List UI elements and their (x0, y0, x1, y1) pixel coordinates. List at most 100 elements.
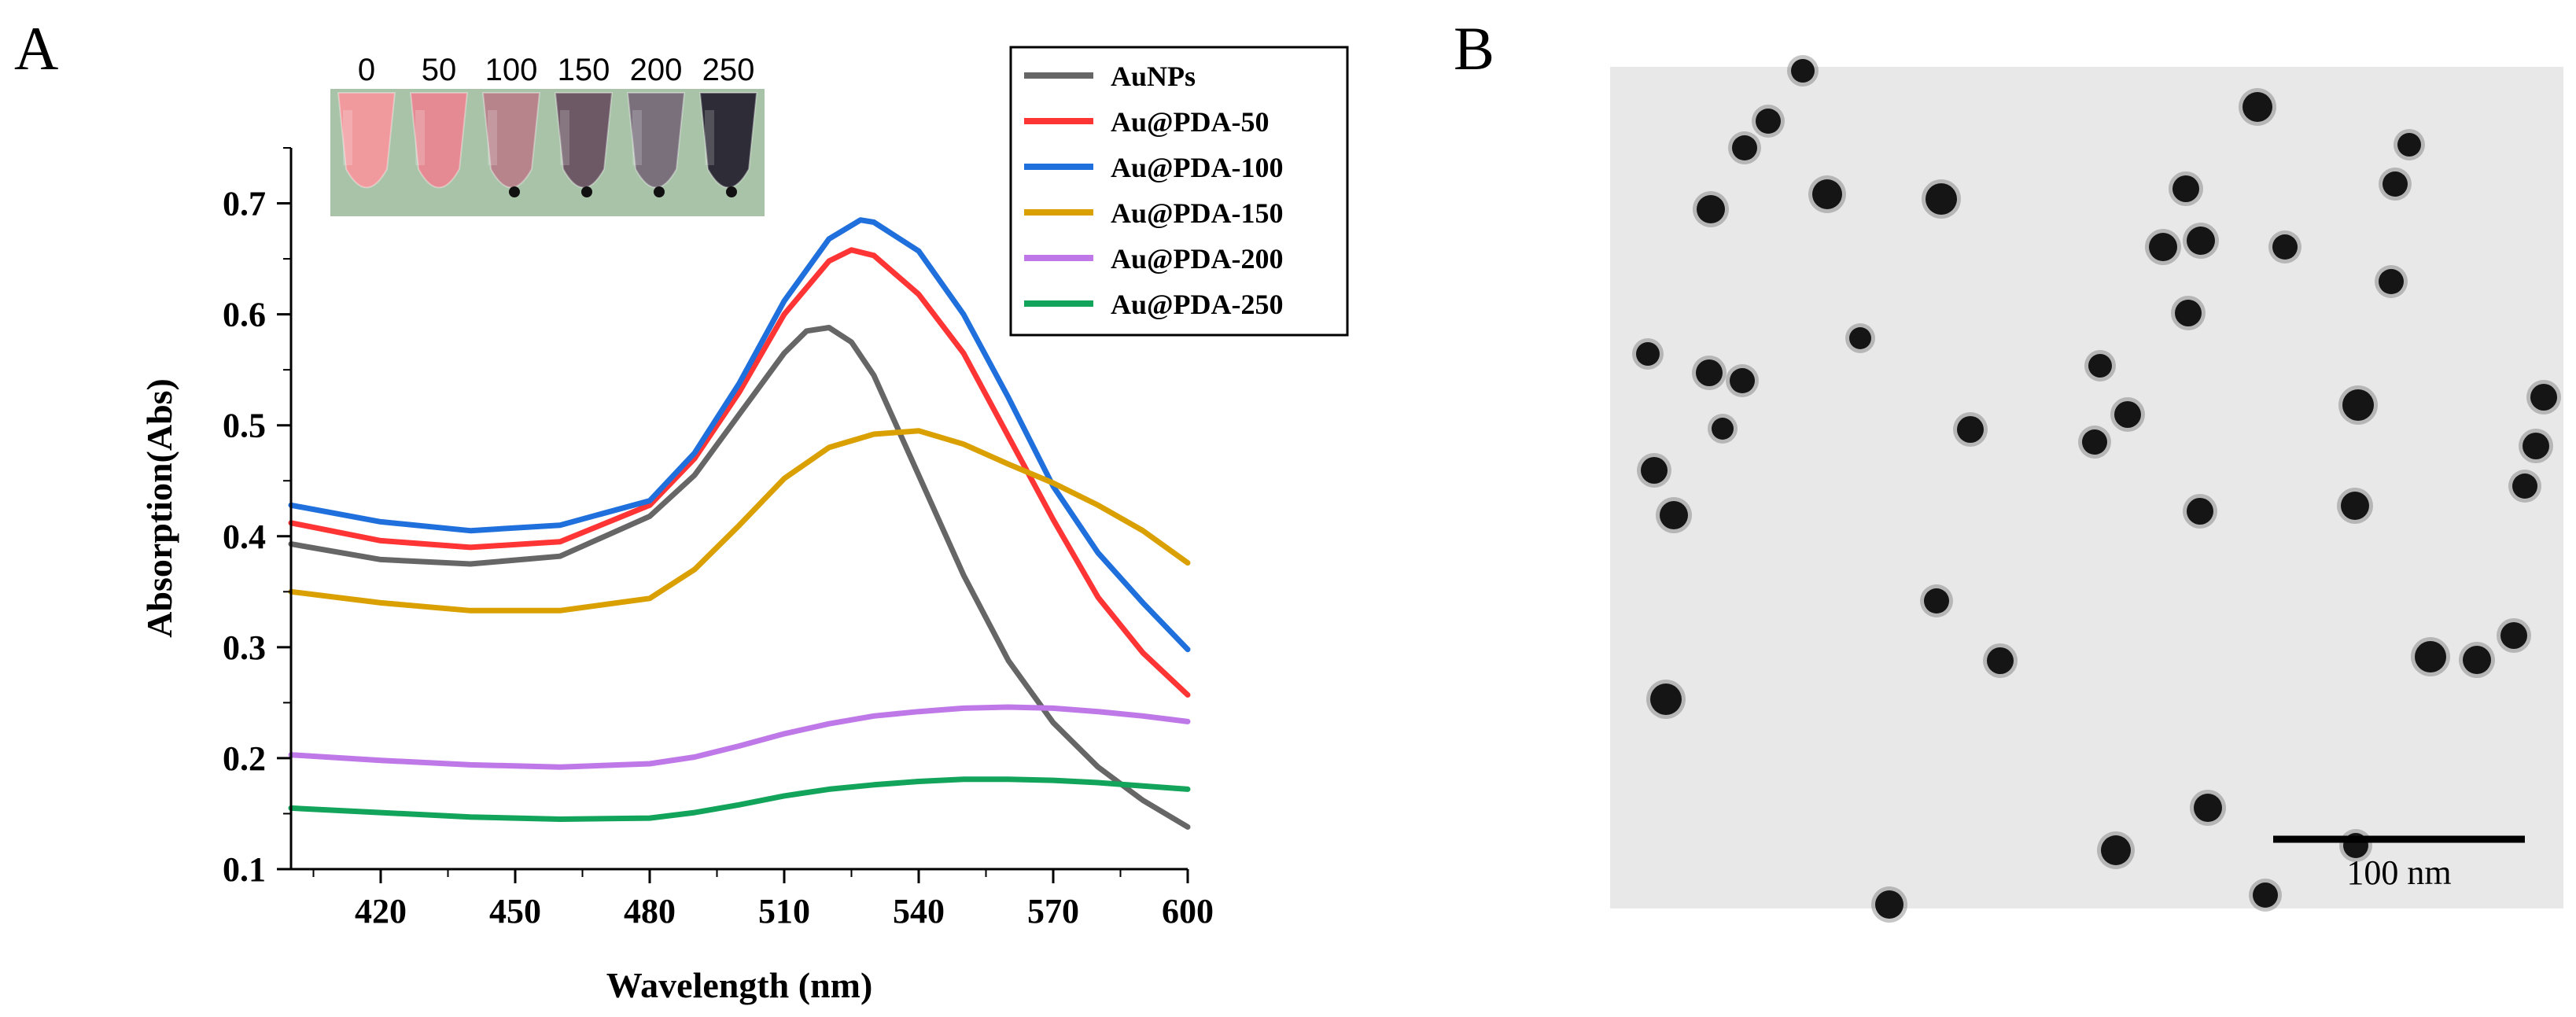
y-tick-label: 0.1 (223, 850, 266, 889)
y-tick-label: 0.3 (223, 628, 266, 667)
nanoparticle (1756, 109, 1781, 134)
nanoparticle (1712, 418, 1734, 440)
nanoparticle (1812, 179, 1842, 209)
inset-label: 100 (485, 53, 538, 87)
nanoparticle (2114, 401, 2141, 428)
tube-pellet (654, 186, 665, 197)
tem-background (1610, 67, 2563, 908)
tube-pellet (581, 186, 592, 197)
nanoparticle (2341, 492, 2369, 520)
nanoparticle (2253, 883, 2278, 908)
tube-150 (554, 92, 614, 197)
series-layer (288, 217, 1191, 830)
nanoparticle (2379, 269, 2404, 294)
tube-photo-inset: 0 50 100 150 200 250 (330, 53, 765, 216)
tem-particles (1632, 55, 2561, 923)
x-axis-ticks: 420 450 480 510 540 570 600 (312, 869, 1214, 930)
tube-250 (698, 92, 758, 197)
nanoparticle (2463, 646, 2491, 674)
series-line-au-pda-150 (288, 428, 1191, 614)
x-axis-title: Wavelength (nm) (606, 965, 873, 1005)
nanoparticle (1875, 890, 1903, 919)
tem-micrograph: 100 nm (1610, 55, 2563, 923)
legend-label: Au@PDA-200 (1111, 243, 1283, 275)
x-tick-label: 600 (1162, 892, 1214, 930)
nanoparticle (2194, 794, 2222, 822)
nanoparticle (2512, 473, 2537, 499)
nanoparticle (2272, 234, 2298, 260)
y-tick-label: 0.2 (223, 739, 266, 778)
x-tick-label: 510 (758, 892, 810, 930)
tube-body (409, 92, 469, 189)
tube-highlight (560, 110, 569, 165)
nanoparticle (2175, 300, 2202, 326)
nanoparticle (1924, 588, 1949, 614)
inset-label: 250 (702, 53, 755, 87)
nanoparticle (1636, 342, 1660, 366)
y-tick-label: 0.6 (223, 296, 266, 334)
inset-concentration-labels: 0 50 100 150 200 250 (358, 53, 755, 87)
nanoparticle (1957, 416, 1984, 443)
x-tick-label: 450 (489, 892, 541, 930)
nanoparticle (2149, 233, 2177, 261)
nanoparticle (1660, 501, 1688, 529)
legend-label: Au@PDA-150 (1111, 197, 1283, 229)
x-tick-label: 540 (893, 892, 945, 930)
nanoparticle (1730, 368, 1755, 393)
x-tick-label: 570 (1027, 892, 1079, 930)
nanoparticle (2383, 171, 2408, 197)
tube-0 (337, 92, 396, 189)
tube-highlight (705, 110, 714, 165)
nanoparticle (1791, 59, 1815, 83)
nanoparticle (1732, 135, 1757, 160)
y-tick-label: 0.5 (223, 407, 266, 445)
nanoparticle (1696, 359, 1723, 386)
nanoparticle (2523, 433, 2549, 459)
nanoparticle (2172, 175, 2199, 202)
tube-pellet (509, 186, 520, 197)
series-line-au-pda-100 (288, 217, 1191, 653)
nanoparticle (1697, 195, 1725, 223)
tube-body (337, 92, 396, 189)
inset-label: 50 (422, 53, 457, 87)
y-axis-ticks: 0.1 0.2 0.3 0.4 0.5 0.6 0.7 (223, 147, 291, 889)
series-line-au-pda-250 (288, 776, 1191, 822)
tube-highlight (632, 110, 642, 165)
y-axis-title: Absorption(Abs) (139, 378, 179, 638)
nanoparticle (2187, 498, 2213, 525)
legend-label: AuNPs (1111, 61, 1196, 92)
legend-label: Au@PDA-250 (1111, 289, 1283, 320)
legend-items: AuNPs Au@PDA-50 Au@PDA-100 Au@PDA-150 Au@PDA… (1024, 61, 1283, 320)
nanoparticle (2187, 227, 2215, 255)
inset-label: 150 (558, 53, 610, 87)
legend-label: Au@PDA-100 (1111, 152, 1283, 183)
legend-label: Au@PDA-50 (1111, 106, 1269, 138)
tube-highlight (488, 110, 497, 165)
nanoparticle (1849, 327, 1871, 349)
tube-100 (481, 92, 541, 197)
legend-box (1009, 46, 1349, 337)
nanoparticle (2415, 641, 2446, 672)
inset-label: 200 (630, 53, 683, 87)
series-line-au-pda-50 (288, 247, 1191, 698)
nanoparticle (1987, 647, 2014, 674)
nanoparticle (1641, 457, 1668, 484)
inset-background (330, 89, 765, 216)
nanoparticle (1650, 684, 1682, 715)
scale-bar-label: 100 nm (2346, 853, 2451, 892)
inset-label: 0 (358, 53, 375, 87)
x-tick-label: 420 (355, 892, 407, 930)
nanoparticle (2088, 354, 2112, 378)
nanoparticle (2082, 429, 2107, 455)
series-line-au-pda-200 (288, 704, 1191, 770)
panel-b-label: B (1454, 14, 1494, 83)
tube-200 (626, 92, 686, 197)
nanoparticle (2242, 92, 2272, 122)
y-tick-label: 0.7 (223, 185, 266, 223)
x-tick-label: 480 (624, 892, 676, 930)
nanoparticle (1926, 183, 1957, 215)
panel-a-label: A (14, 14, 58, 83)
nanoparticle (2101, 835, 2131, 865)
legend: AuNPs Au@PDA-50 Au@PDA-100 Au@PDA-150 Au@PDA… (1009, 46, 1349, 337)
